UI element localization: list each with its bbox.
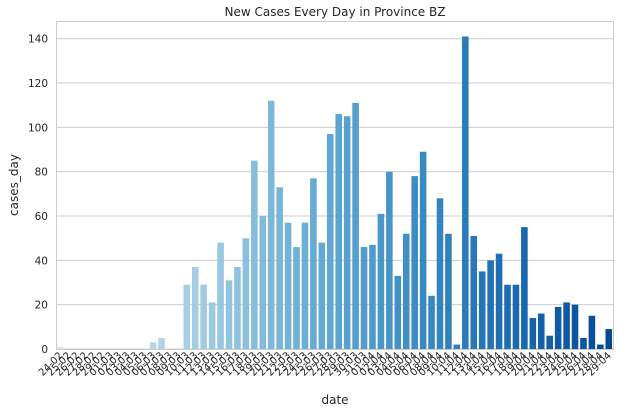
bar-11-04 (453, 344, 461, 349)
bar-27-03 (326, 134, 334, 349)
x-axis-ticks: 24-0225-0226-0227-0228-0229-0201-0302-03… (37, 350, 614, 378)
bar-02-04 (377, 213, 385, 349)
bar-20-03 (267, 100, 275, 349)
bar-15-03 (225, 280, 233, 349)
bar-28-03 (335, 114, 343, 349)
y-tick-label: 60 (35, 211, 48, 223)
bar-07-03 (158, 337, 165, 349)
y-tick-label: 20 (35, 300, 48, 312)
bar-24-02 (56, 346, 64, 349)
bar-13-03 (208, 302, 216, 349)
bar-22-04 (546, 335, 553, 349)
bar-20-04 (529, 317, 537, 349)
bar-31-03 (360, 247, 368, 349)
bar-19-03 (259, 216, 267, 349)
bar-14-04 (478, 271, 486, 349)
bar-04-04 (394, 275, 402, 349)
bar-26-04 (580, 337, 587, 349)
bar-26-03 (318, 242, 326, 349)
bar-25-04 (571, 304, 579, 349)
y-tick-label: 120 (28, 78, 48, 90)
bar-23-04 (554, 306, 562, 349)
bar-24-03 (301, 222, 309, 349)
bar-08-04 (428, 295, 435, 349)
bar-18-04 (512, 284, 520, 349)
bar-17-04 (504, 284, 511, 349)
y-tick-label: 140 (28, 34, 48, 46)
bar-01-04 (369, 244, 376, 349)
bar-16-04 (495, 253, 503, 349)
bar-21-03 (276, 187, 283, 349)
bars (56, 36, 613, 349)
bar-03-04 (386, 171, 393, 349)
chart-title: New Cases Every Day in Province BZ (225, 5, 446, 19)
bar-13-04 (470, 235, 478, 349)
plot-frame (56, 21, 614, 350)
y-tick-label: 40 (35, 255, 48, 267)
bar-14-03 (217, 242, 224, 349)
bar-21-04 (537, 313, 545, 349)
bar-09-04 (436, 198, 444, 349)
bar-23-03 (293, 247, 300, 349)
bar-29-04 (605, 329, 613, 349)
bar-12-03 (200, 284, 207, 349)
bar-17-03 (242, 238, 250, 349)
bar-06-03 (149, 342, 157, 349)
y-tick-label: 100 (28, 122, 48, 134)
y-axis-ticks: 0 20 40 60 80 100 120 140 (28, 34, 48, 356)
bar-10-04 (445, 233, 452, 349)
y-axis-label: cases_day (7, 154, 21, 216)
y-tick-label: 0 (41, 344, 48, 356)
bar-29-03 (343, 116, 351, 349)
bar-19-04 (521, 227, 528, 349)
bar-18-03 (251, 160, 258, 349)
bar-25-03 (310, 178, 317, 349)
bar-12-04 (462, 36, 469, 349)
y-tick-label: 80 (35, 167, 48, 179)
bar-28-04 (597, 344, 604, 349)
grid (56, 38, 613, 350)
bar-30-03 (352, 103, 359, 349)
bar-07-04 (419, 151, 427, 349)
bar-10-03 (183, 284, 191, 349)
x-axis-label: date (321, 393, 348, 407)
bar-22-03 (284, 222, 292, 349)
bar-06-04 (411, 176, 418, 349)
bar-27-04 (588, 315, 596, 349)
bar-15-04 (487, 260, 494, 349)
bar-16-03 (234, 267, 241, 349)
bar-11-03 (191, 267, 199, 349)
bar-24-04 (563, 302, 570, 349)
bar-05-04 (402, 233, 410, 349)
